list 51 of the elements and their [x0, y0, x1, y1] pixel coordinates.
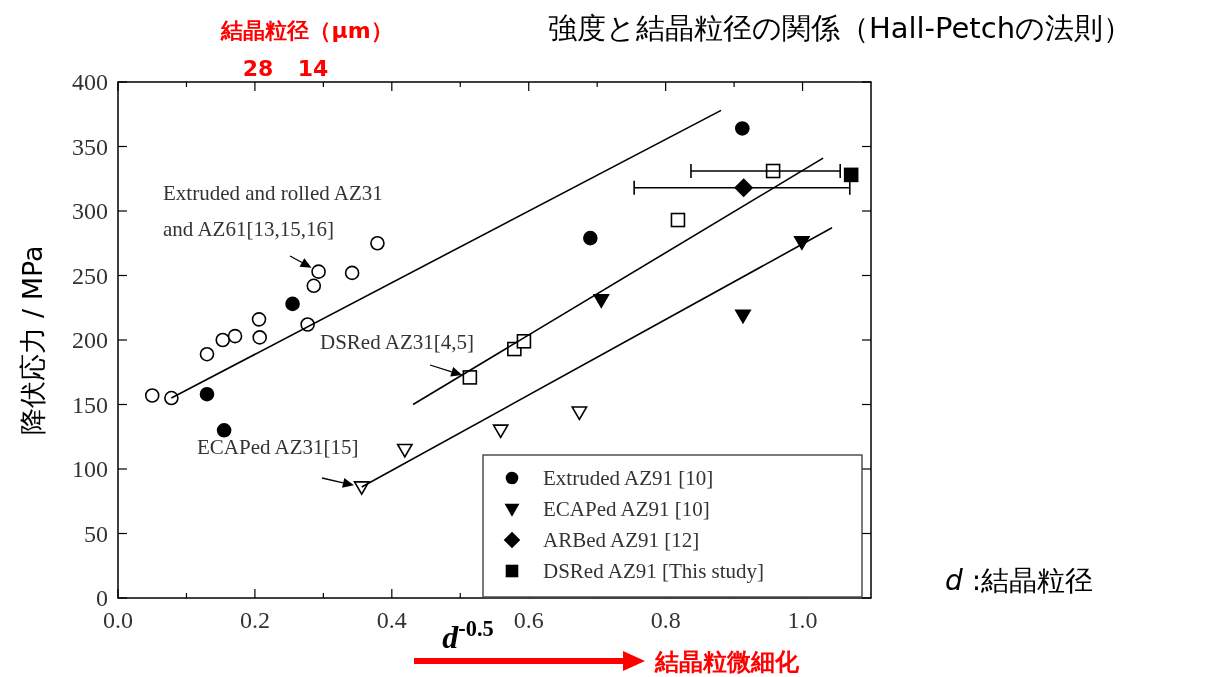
y-tick-label: 400	[72, 69, 108, 95]
text: 結晶粒径（μm）	[220, 18, 393, 43]
y-tick-label: 250	[72, 262, 108, 289]
text: 14	[297, 56, 329, 81]
y-tick-label: 100	[72, 456, 108, 482]
text: 結晶粒微細化	[654, 648, 800, 676]
point	[144, 388, 160, 403]
y-tick-label: 200	[72, 327, 108, 353]
legend-label: Extruded AZ91 [10]	[543, 466, 714, 490]
chart-title: 強度と結晶粒径の関係（Hall-Petchの法則）	[547, 11, 1133, 45]
legend-label: ARBed AZ91 [12]	[543, 528, 700, 552]
point	[396, 443, 413, 458]
point	[492, 424, 509, 439]
point	[311, 264, 326, 279]
y-tick-label: 150	[72, 391, 108, 418]
point	[735, 309, 751, 324]
point	[370, 235, 385, 251]
y-tick-label: 350	[72, 133, 108, 160]
point	[227, 328, 243, 344]
annotation: DSRed AZ31[4,5]	[320, 330, 474, 354]
y-tick-label: 50	[84, 520, 108, 547]
annotation: ECAPed AZ31[15]	[197, 435, 359, 459]
point	[344, 265, 360, 281]
point	[670, 212, 686, 228]
point	[216, 423, 232, 438]
x-tick-label: 0.8	[650, 607, 681, 633]
x-tick-label: 0.2	[239, 607, 270, 633]
point	[735, 121, 750, 136]
point	[593, 294, 610, 308]
x-tick-label: 0.4	[376, 607, 407, 633]
point	[462, 370, 478, 385]
point	[251, 312, 267, 327]
point	[306, 278, 322, 294]
annotation: Extruded and rolled AZ31 and AZ61[13,15,16]	[163, 181, 383, 241]
x-axis-title: d$^{-0.5}$	[442, 615, 494, 655]
point	[215, 332, 231, 348]
point	[199, 386, 215, 402]
text: d :結晶粒径	[945, 564, 1094, 597]
point	[583, 230, 598, 246]
point	[285, 296, 300, 312]
text: 28	[242, 56, 274, 81]
legend-label: ECAPed AZ91 [10]	[543, 497, 710, 521]
point	[164, 390, 179, 406]
y-axis-title: 降伏応力 / MPa	[17, 245, 48, 435]
x-tick-label: 0.6	[513, 607, 544, 633]
y-tick-label: 300	[72, 198, 108, 224]
legend-label: DSRed AZ91 [This study]	[543, 559, 765, 583]
point	[571, 406, 588, 421]
x-tick-label: 1.0	[787, 607, 818, 633]
point	[252, 330, 267, 345]
point	[199, 346, 215, 362]
